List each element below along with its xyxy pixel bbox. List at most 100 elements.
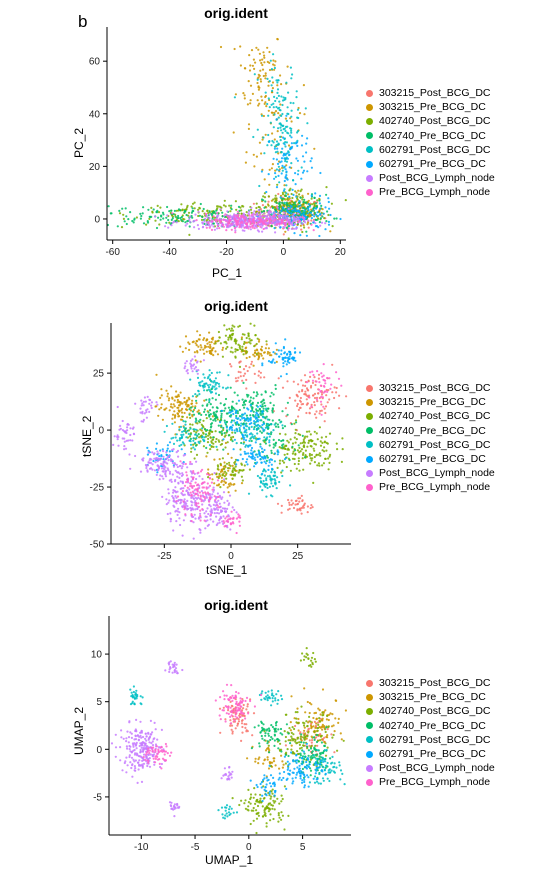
- data-point: [257, 230, 261, 233]
- data-point: [335, 386, 338, 390]
- data-point: [244, 161, 247, 164]
- data-point: [267, 200, 270, 203]
- data-point: [299, 752, 302, 755]
- data-point: [237, 516, 240, 519]
- data-point: [267, 407, 270, 410]
- data-point: [290, 127, 293, 130]
- data-point: [238, 408, 241, 412]
- data-point: [230, 228, 233, 231]
- data-point: [230, 456, 233, 459]
- data-point: [280, 748, 283, 751]
- data-point: [155, 210, 158, 214]
- data-point: [235, 416, 238, 420]
- data-point: [208, 220, 212, 223]
- data-point: [208, 213, 211, 216]
- data-point: [255, 46, 258, 49]
- data-point: [295, 438, 298, 441]
- data-point: [300, 512, 303, 515]
- data-point: [316, 211, 319, 214]
- data-point: [235, 339, 238, 342]
- data-point: [162, 477, 165, 480]
- data-point: [302, 200, 305, 204]
- data-point: [151, 451, 154, 454]
- data-point: [234, 200, 237, 203]
- data-point: [255, 416, 258, 419]
- data-point: [331, 225, 334, 228]
- data-point: [324, 206, 327, 209]
- data-point: [290, 735, 293, 738]
- data-point: [203, 337, 206, 340]
- data-point: [290, 499, 293, 502]
- data-point: [146, 395, 149, 398]
- data-point: [326, 734, 329, 737]
- data-point: [170, 403, 173, 406]
- data-point: [322, 405, 325, 408]
- data-point: [216, 227, 219, 230]
- data-point: [232, 483, 235, 486]
- data-point: [177, 455, 180, 458]
- data-point: [269, 813, 272, 816]
- data-point: [308, 396, 311, 399]
- data-point: [217, 512, 221, 515]
- data-point: [257, 814, 260, 817]
- data-point: [324, 728, 327, 731]
- data-point: [254, 462, 257, 465]
- data-point: [326, 746, 329, 749]
- data-point: [186, 405, 189, 408]
- data-point: [292, 502, 295, 505]
- data-point: [232, 131, 235, 134]
- data-point: [177, 395, 180, 398]
- data-point: [301, 230, 304, 234]
- data-point: [319, 454, 322, 457]
- data-point: [281, 103, 284, 107]
- data-point: [172, 436, 175, 439]
- data-point: [179, 425, 183, 428]
- data-point: [319, 735, 323, 738]
- data-point: [176, 465, 179, 469]
- data-point: [190, 520, 193, 523]
- data-point: [293, 462, 296, 466]
- data-point: [262, 422, 265, 425]
- data-point: [167, 501, 170, 504]
- data-point: [283, 211, 286, 214]
- data-point: [253, 787, 256, 790]
- data-point: [290, 147, 293, 150]
- data-point: [265, 215, 269, 218]
- data-point: [219, 402, 222, 405]
- data-point: [229, 464, 232, 467]
- data-point: [323, 420, 326, 423]
- data-point: [186, 222, 189, 225]
- data-point: [201, 468, 204, 471]
- data-point: [321, 719, 324, 722]
- data-point: [205, 446, 208, 449]
- data-point: [273, 206, 276, 209]
- data-point: [177, 404, 181, 407]
- data-point: [216, 381, 219, 385]
- data-point: [237, 513, 240, 516]
- data-point: [155, 473, 158, 476]
- data-point: [337, 721, 340, 724]
- data-point: [285, 164, 288, 167]
- data-point: [284, 141, 287, 144]
- data-point: [201, 494, 204, 497]
- data-point: [307, 754, 310, 757]
- data-point: [283, 226, 286, 229]
- data-point: [241, 731, 244, 734]
- data-point: [194, 366, 197, 369]
- data-point: [196, 434, 199, 437]
- data-point: [180, 492, 183, 495]
- data-point: [188, 348, 191, 351]
- data-point: [253, 355, 256, 358]
- data-point: [222, 438, 225, 441]
- data-point: [242, 92, 245, 95]
- data-point: [173, 399, 176, 402]
- data-point: [317, 388, 321, 391]
- data-point: [174, 436, 177, 439]
- data-point: [190, 450, 193, 453]
- data-point: [230, 421, 233, 424]
- data-point: [219, 510, 223, 514]
- data-point: [240, 338, 243, 341]
- data-point: [264, 417, 267, 420]
- data-point: [207, 476, 210, 479]
- data-point: [299, 234, 302, 237]
